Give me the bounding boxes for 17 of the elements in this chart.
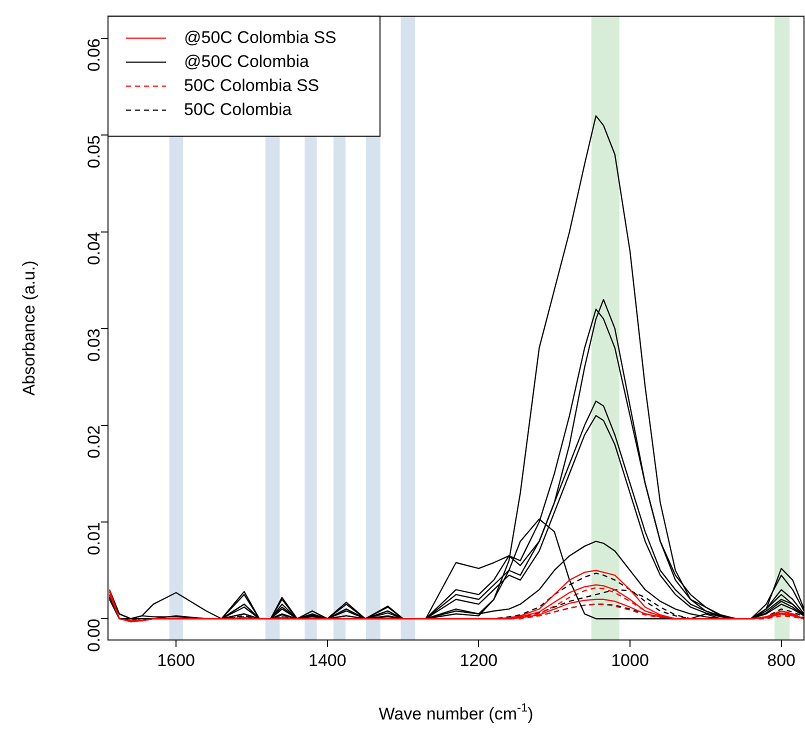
x-tick-label: 800 (767, 650, 796, 670)
y-axis-title: Absorbance (a.u.) (20, 260, 39, 396)
y-tick-label: 0.04 (84, 232, 104, 265)
legend-label: 50C Colombia (184, 100, 292, 119)
y-tick-label: 0.00 (84, 618, 104, 652)
legend-label: 50C Colombia SS (184, 76, 320, 95)
x-tick-label: 1000 (611, 650, 649, 670)
x-tick-label: 1600 (157, 650, 195, 670)
y-tick-label: 0.06 (84, 38, 104, 72)
legend-label: @50C Colombia SS (184, 28, 336, 47)
y-tick-label: 0.05 (84, 135, 104, 168)
x-tick-label: 1200 (460, 650, 498, 670)
y-tick-label: 0.01 (84, 522, 104, 556)
y-tick-label: 0.02 (84, 425, 104, 458)
legend-label: @50C Colombia (184, 52, 310, 71)
x-tick-label: 1400 (308, 650, 346, 670)
y-tick-label: 0.03 (84, 328, 104, 362)
